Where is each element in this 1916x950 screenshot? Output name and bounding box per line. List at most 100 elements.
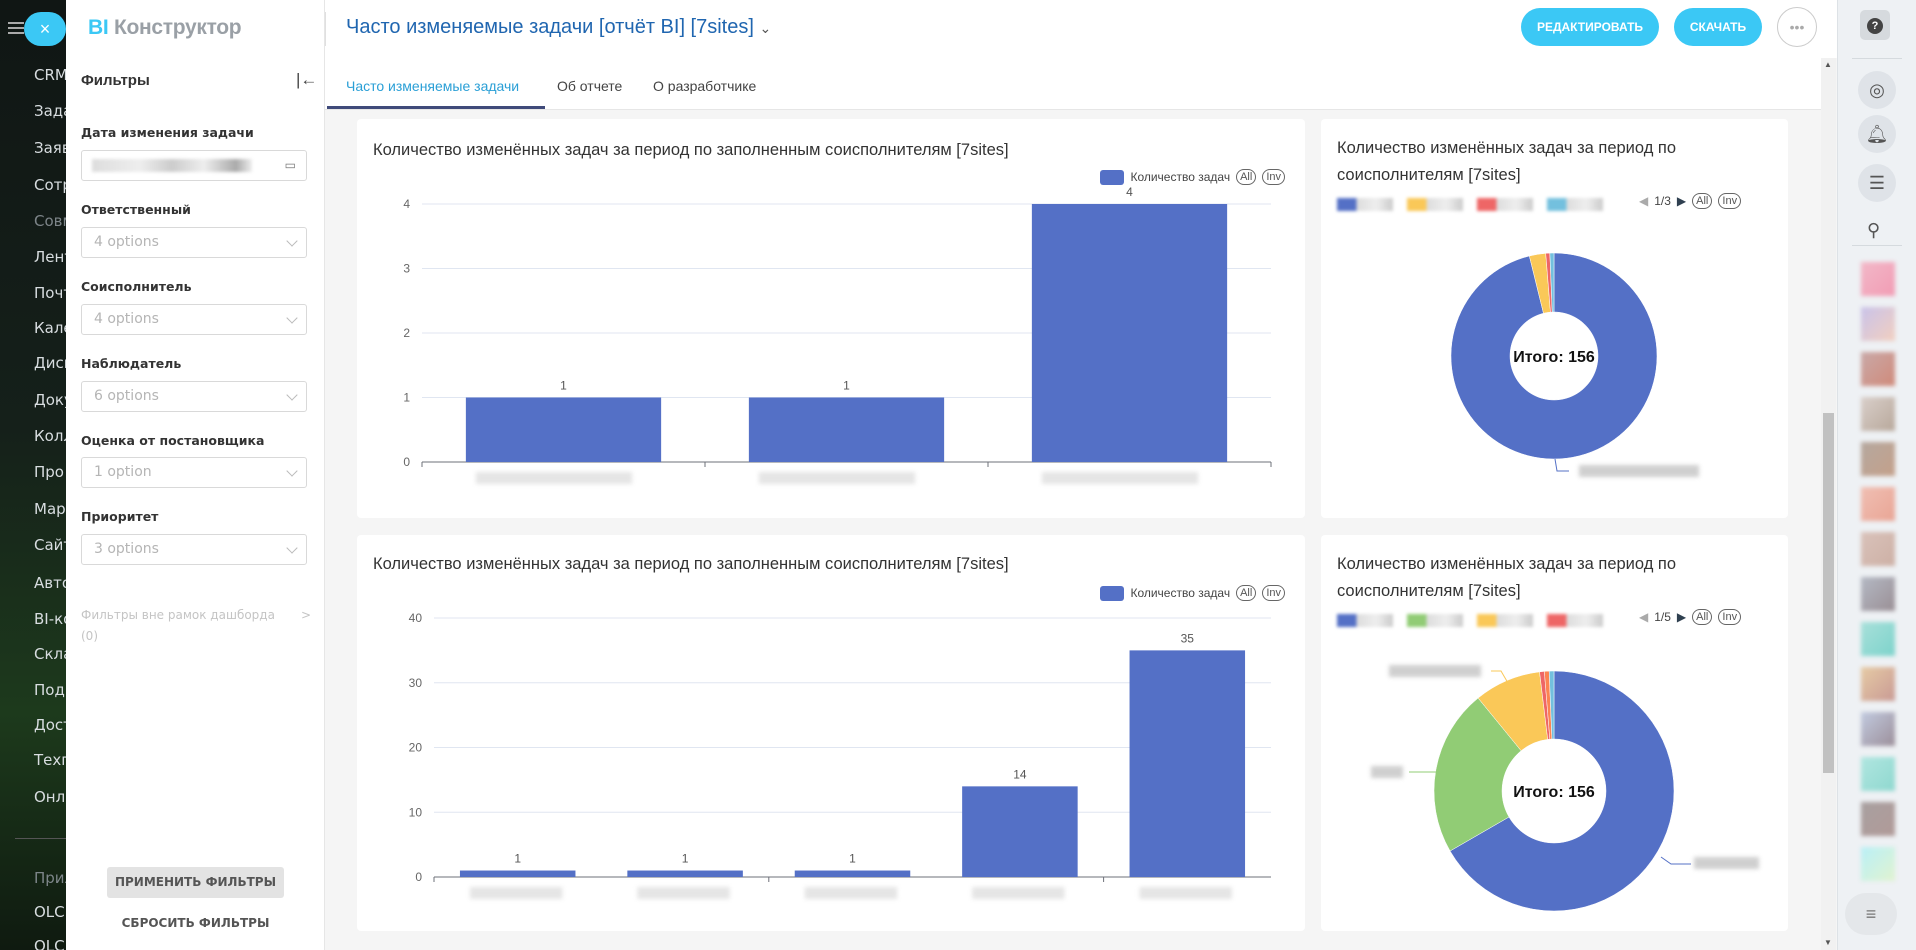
donut-slice[interactable] [1449,670,1675,912]
scrollbar[interactable]: ▲ ▼ [1821,58,1836,950]
download-button[interactable]: СКАЧАТЬ [1674,8,1762,46]
legend-all-button[interactable]: All [1236,585,1257,601]
next-page-icon[interactable]: ▶ [1676,194,1687,208]
nav-item[interactable]: Дост [34,716,66,734]
rating-select[interactable]: 1 option [81,457,307,488]
contact-avatar[interactable] [1861,847,1895,881]
legend-inv-button[interactable]: Inv [1718,609,1742,625]
nav-item[interactable]: Диск [34,354,66,372]
next-page-icon[interactable]: ▶ [1676,610,1687,624]
scroll-up-icon[interactable]: ▲ [1824,60,1832,69]
responsible-select[interactable]: 4 options [81,227,307,258]
observer-select[interactable]: 6 options [81,381,307,412]
bar[interactable] [459,870,576,877]
contact-avatar[interactable] [1861,802,1895,836]
bar[interactable] [465,397,662,463]
nav-item[interactable]: OLC [34,903,65,921]
nav-item[interactable]: OLC [34,937,65,950]
bar[interactable] [962,786,1078,877]
nav-item[interactable]: Доку [34,391,66,409]
bar[interactable] [1129,650,1246,877]
help-icon[interactable]: ? [1860,10,1890,40]
nav-item[interactable]: Сотр [34,176,66,194]
legend-all-button[interactable]: All [1692,609,1713,625]
page-title[interactable]: Часто изменяемые задачи [отчёт BI] [7sit… [346,16,771,39]
legend-entry[interactable] [1337,614,1393,627]
nav-item[interactable]: Прил [34,869,66,887]
legend-inv-button[interactable]: Inv [1718,193,1742,209]
legend-label[interactable]: Количество задач [1130,586,1231,600]
contact-avatar[interactable] [1861,397,1895,431]
tab-about-developer[interactable]: О разработчике [653,78,757,94]
nav-item[interactable]: Техп [34,751,66,769]
legend-entry[interactable] [1547,614,1603,627]
nav-item[interactable]: Мар [34,500,66,518]
legend-entry[interactable] [1547,198,1603,211]
donut-slice[interactable] [1433,697,1522,852]
calendar-icon[interactable]: ▭ [284,158,296,172]
nav-item[interactable]: Скла [34,645,66,663]
legend-swatch[interactable] [1100,585,1125,601]
legend-swatch[interactable] [1100,169,1125,185]
legend-entry[interactable] [1407,614,1463,627]
contact-avatar[interactable] [1861,622,1895,656]
search-icon[interactable]: ⚲ [1867,220,1881,240]
close-button[interactable]: × [24,12,66,46]
nav-item[interactable]: Заяв [34,139,66,157]
nav-item[interactable]: Про [34,463,64,481]
contact-avatar[interactable] [1861,757,1895,791]
edit-button[interactable]: РЕДАКТИРОВАТЬ [1521,8,1659,46]
prev-page-icon[interactable]: ◀ [1639,610,1649,624]
contact-avatar[interactable] [1861,307,1895,341]
chat-icon[interactable]: ☰ [1858,164,1896,202]
nav-item[interactable]: Сайт [34,536,66,554]
legend-inv-button[interactable]: Inv [1262,169,1285,185]
prev-page-icon[interactable]: ◀ [1639,194,1649,208]
notifications-bell-icon[interactable]: 🔔︎ [1858,115,1896,153]
bar[interactable] [1031,204,1228,462]
nav-item[interactable]: Лент [34,248,66,266]
donut-slice[interactable] [1450,252,1658,460]
contact-avatar[interactable] [1861,667,1895,701]
collapse-panel-icon[interactable]: |← [296,70,318,89]
contact-avatar[interactable] [1861,352,1895,386]
scroll-down-icon[interactable]: ▼ [1824,938,1832,947]
legend-inv-button[interactable]: Inv [1262,585,1285,601]
donut-slice[interactable] [1549,252,1555,313]
bar[interactable] [794,870,911,877]
legend-all-button[interactable]: All [1692,193,1713,209]
tab-frequently-changed[interactable]: Часто изменяемые задачи [346,78,520,94]
legend-entry[interactable] [1477,614,1533,627]
coexecutor-select[interactable]: 4 options [81,304,307,335]
tab-about-report[interactable]: Об отчете [557,78,623,94]
contact-avatar[interactable] [1861,487,1895,521]
apply-filters-button[interactable]: ПРИМЕНИТЬ ФИЛЬТРЫ [107,867,284,898]
contact-avatar[interactable] [1861,262,1895,296]
nav-item[interactable]: Почт [34,284,66,302]
priority-select[interactable]: 3 options [81,534,307,565]
nav-item[interactable]: CRM [34,66,66,84]
contacts-list-button[interactable]: ≡ [1845,893,1897,935]
contact-avatar[interactable] [1861,577,1895,611]
copilot-icon[interactable]: ◎ [1858,71,1896,109]
nav-item[interactable]: Колл [34,427,66,445]
nav-item[interactable]: Авто [34,574,66,592]
date-range-input[interactable]: ▭ [81,150,307,181]
nav-item[interactable]: Совм [34,212,66,230]
legend-entry[interactable] [1337,198,1393,211]
nav-item[interactable]: Онла [34,788,66,806]
legend-label[interactable]: Количество задач [1130,170,1231,184]
donut-slice[interactable] [1548,670,1555,740]
nav-item[interactable]: Кале [34,319,66,337]
nav-item[interactable]: Подп [34,681,66,699]
legend-entry[interactable] [1477,198,1533,211]
bar[interactable] [748,397,945,463]
outside-filters-toggle[interactable]: Фильтры вне рамок дашборда (0) > [81,605,311,647]
reset-filters-button[interactable]: СБРОСИТЬ ФИЛЬТРЫ [121,916,270,930]
bar[interactable] [627,870,743,877]
menu-icon[interactable] [8,22,24,34]
more-options-button[interactable]: ••• [1777,7,1817,47]
nav-item[interactable]: Зада [34,102,66,120]
contact-avatar[interactable] [1861,442,1895,476]
contact-avatar[interactable] [1861,712,1895,746]
